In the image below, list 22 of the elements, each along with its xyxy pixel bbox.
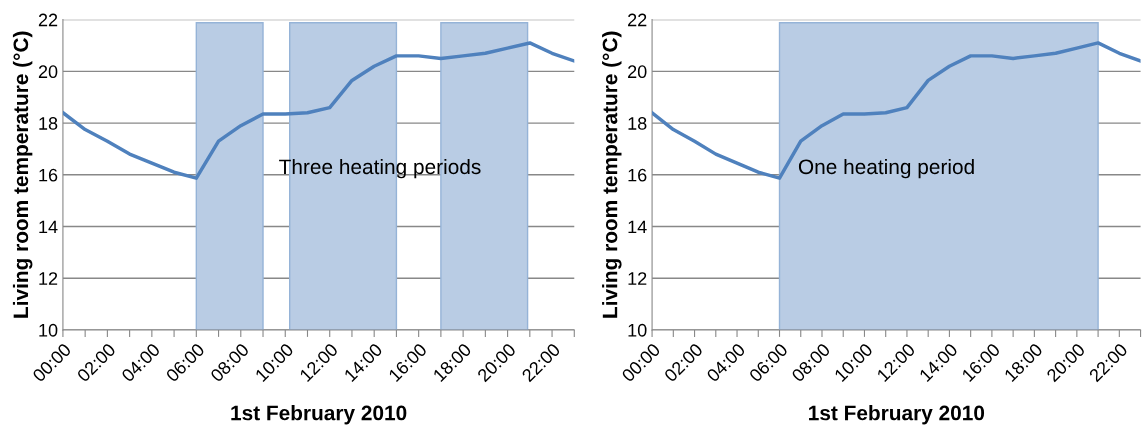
y-tick-label: 14 — [628, 220, 647, 234]
y-tick-label: 18 — [39, 117, 58, 130]
x-axis-title: 1st February 2010 — [809, 405, 985, 425]
y-axis-title: Living room temperature (°C) — [12, 31, 33, 318]
y-tick-label: 12 — [39, 272, 58, 285]
y-tick-label: 10 — [628, 323, 647, 337]
y-axis-title: Living room temperature (°C) — [602, 31, 622, 318]
line-series — [62, 41, 575, 180]
y-tick-label: 14 — [39, 220, 58, 234]
y-tick-label: 16 — [628, 168, 647, 182]
y-tick-label: 18 — [628, 117, 647, 130]
line-series — [652, 41, 1141, 180]
annotation: One heating period — [798, 158, 974, 179]
y-tick-label: 10 — [39, 323, 58, 337]
y-tick-label: 22 — [628, 13, 647, 27]
y-tick-label: 12 — [628, 272, 647, 285]
y-tick-label: 20 — [628, 65, 647, 79]
annotation: Three heating periods — [279, 158, 481, 179]
y-tick-label: 16 — [39, 168, 58, 182]
y-tick-label: 20 — [38, 65, 58, 79]
y-tick-label: 22 — [38, 13, 58, 27]
x-axis-title: 1st February 2010 — [231, 405, 407, 425]
